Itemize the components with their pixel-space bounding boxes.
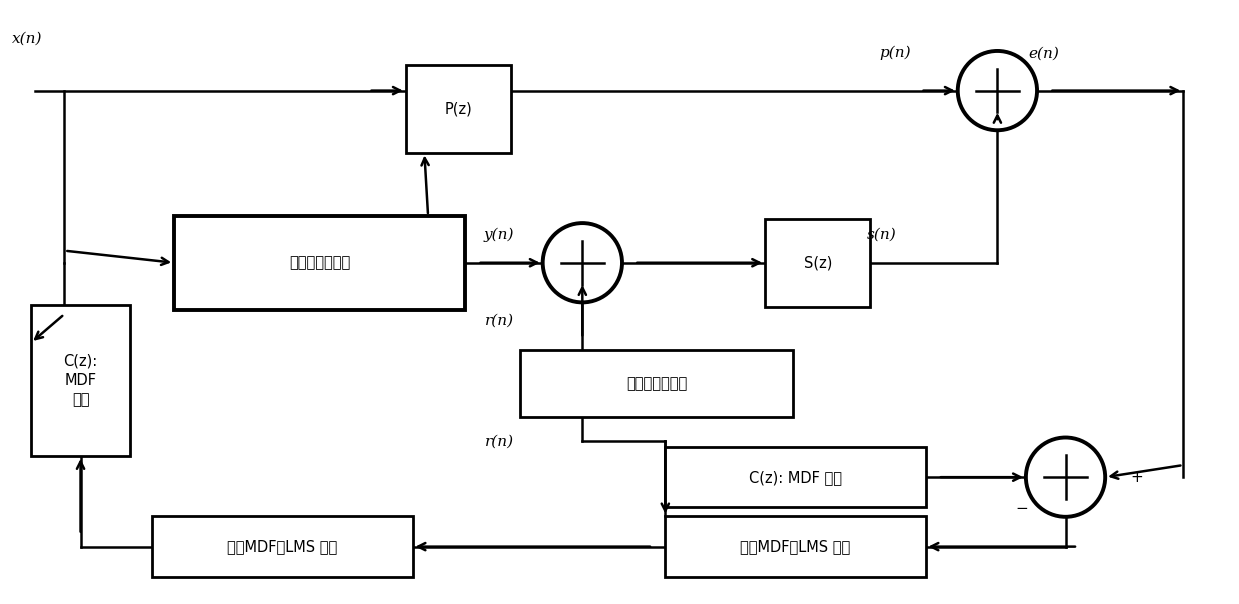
Text: x(n): x(n) [12, 31, 43, 45]
Text: y(n): y(n) [483, 227, 514, 242]
Text: 时频域混合滤波: 时频域混合滤波 [289, 255, 351, 270]
Text: 基于MDF的LMS 更新: 基于MDF的LMS 更新 [228, 539, 337, 554]
Text: s(n): s(n) [867, 228, 897, 242]
Bar [665, 516, 926, 577]
Text: P(z): P(z) [445, 101, 472, 116]
Text: p(n): p(n) [880, 46, 912, 60]
Text: r(n): r(n) [484, 435, 514, 449]
Bar [665, 447, 926, 507]
Text: r(n): r(n) [484, 314, 514, 328]
Text: S(z): S(z) [804, 255, 831, 270]
Bar [520, 350, 793, 417]
Bar [764, 219, 870, 306]
Text: −: − [1016, 501, 1028, 516]
Bar [173, 216, 466, 309]
Text: 基于MDF的LMS 更新: 基于MDF的LMS 更新 [741, 539, 850, 554]
Text: C(z): MDF 滤波: C(z): MDF 滤波 [748, 470, 843, 484]
Bar [31, 305, 130, 456]
Circle shape [543, 223, 622, 303]
Text: e(n): e(n) [1028, 47, 1059, 60]
Text: +: + [1130, 470, 1144, 484]
Circle shape [1026, 437, 1105, 517]
Circle shape [958, 51, 1037, 130]
Text: 随机噪声发生器: 随机噪声发生器 [626, 376, 688, 391]
Bar [405, 65, 512, 152]
Text: C(z):
MDF
滤波: C(z): MDF 滤波 [63, 354, 98, 407]
Bar [152, 516, 413, 577]
